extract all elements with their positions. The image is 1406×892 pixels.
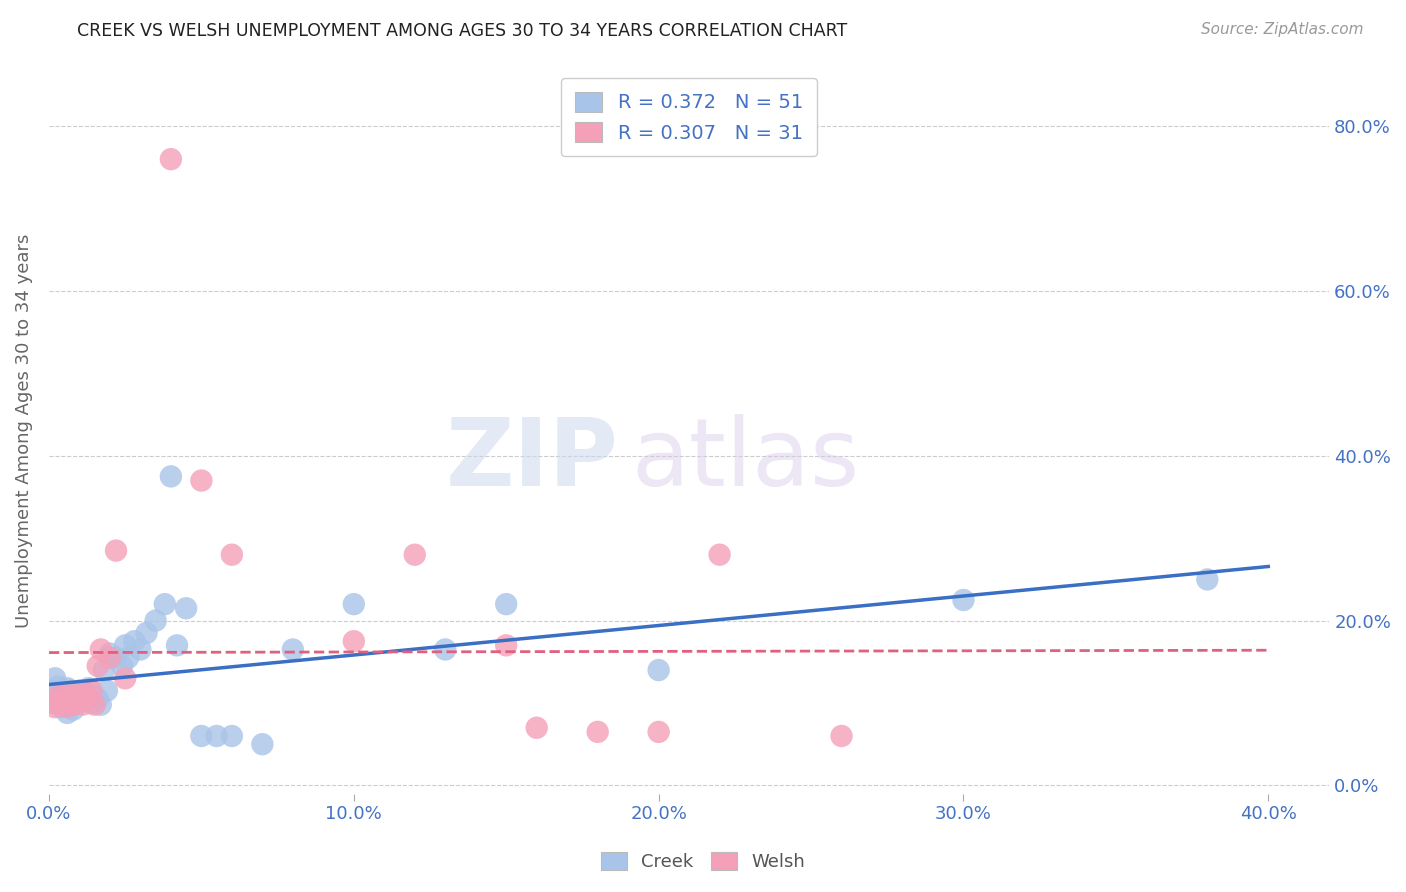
Point: [145, 614, 167, 628]
Point: [80, 683, 103, 698]
Point: [53, 686, 76, 700]
Point: [56, 700, 79, 714]
Point: [96, 683, 118, 698]
Point: [586, 724, 609, 739]
Point: [434, 642, 457, 657]
Point: [51, 696, 73, 710]
Point: [59, 692, 82, 706]
Point: [160, 469, 183, 483]
Point: [135, 626, 157, 640]
Point: [93, 663, 115, 677]
Point: [46, 680, 69, 694]
Point: [69, 692, 91, 706]
Point: [62, 688, 84, 702]
Point: [83, 698, 105, 712]
Point: [404, 548, 426, 562]
Point: [111, 659, 134, 673]
Y-axis label: Unemployment Among Ages 30 to 34 years: Unemployment Among Ages 30 to 34 years: [15, 234, 32, 628]
Point: [174, 601, 197, 615]
Legend: R = 0.372   N = 51, R = 0.307   N = 31: R = 0.372 N = 51, R = 0.307 N = 31: [561, 78, 817, 156]
Point: [83, 690, 105, 704]
Point: [44, 692, 66, 706]
Point: [90, 698, 112, 712]
Text: atlas: atlas: [631, 414, 859, 506]
Point: [87, 659, 110, 673]
Point: [114, 671, 136, 685]
Point: [72, 698, 94, 712]
Point: [41, 696, 63, 710]
Point: [72, 690, 94, 704]
Point: [87, 692, 110, 706]
Point: [44, 700, 66, 714]
Point: [59, 683, 82, 698]
Text: ZIP: ZIP: [446, 414, 619, 506]
Point: [53, 698, 76, 712]
Text: Source: ZipAtlas.com: Source: ZipAtlas.com: [1201, 22, 1364, 37]
Point: [205, 729, 228, 743]
Point: [56, 681, 79, 696]
Point: [124, 634, 146, 648]
Point: [62, 698, 84, 712]
Point: [62, 703, 84, 717]
Point: [281, 642, 304, 657]
Point: [117, 650, 139, 665]
Point: [105, 543, 128, 558]
Point: [221, 729, 243, 743]
Point: [343, 597, 366, 611]
Point: [129, 642, 152, 657]
Point: [51, 700, 73, 714]
Point: [59, 692, 82, 706]
Point: [105, 650, 128, 665]
Point: [56, 706, 79, 720]
Point: [77, 692, 100, 706]
Point: [166, 638, 188, 652]
Point: [190, 729, 212, 743]
Point: [1197, 573, 1219, 587]
Point: [153, 597, 176, 611]
Point: [252, 737, 274, 751]
Point: [90, 642, 112, 657]
Point: [69, 692, 91, 706]
Point: [526, 721, 548, 735]
Point: [831, 729, 853, 743]
Point: [98, 650, 121, 665]
Point: [75, 686, 97, 700]
Point: [190, 474, 212, 488]
Point: [44, 671, 66, 685]
Point: [41, 683, 63, 698]
Point: [495, 638, 517, 652]
Point: [51, 690, 73, 704]
Point: [80, 696, 103, 710]
Point: [709, 548, 731, 562]
Point: [53, 686, 76, 700]
Point: [75, 686, 97, 700]
Point: [98, 647, 121, 661]
Point: [65, 688, 87, 702]
Point: [114, 638, 136, 652]
Point: [952, 593, 974, 607]
Point: [160, 152, 183, 166]
Point: [343, 634, 366, 648]
Point: [647, 724, 669, 739]
Point: [77, 681, 100, 696]
Point: [69, 683, 91, 698]
Point: [46, 696, 69, 710]
Point: [46, 690, 69, 704]
Point: [495, 597, 517, 611]
Point: [221, 548, 243, 562]
Legend: Creek, Welsh: Creek, Welsh: [593, 845, 813, 879]
Point: [647, 663, 669, 677]
Text: CREEK VS WELSH UNEMPLOYMENT AMONG AGES 30 TO 34 YEARS CORRELATION CHART: CREEK VS WELSH UNEMPLOYMENT AMONG AGES 3…: [77, 22, 848, 40]
Point: [65, 696, 87, 710]
